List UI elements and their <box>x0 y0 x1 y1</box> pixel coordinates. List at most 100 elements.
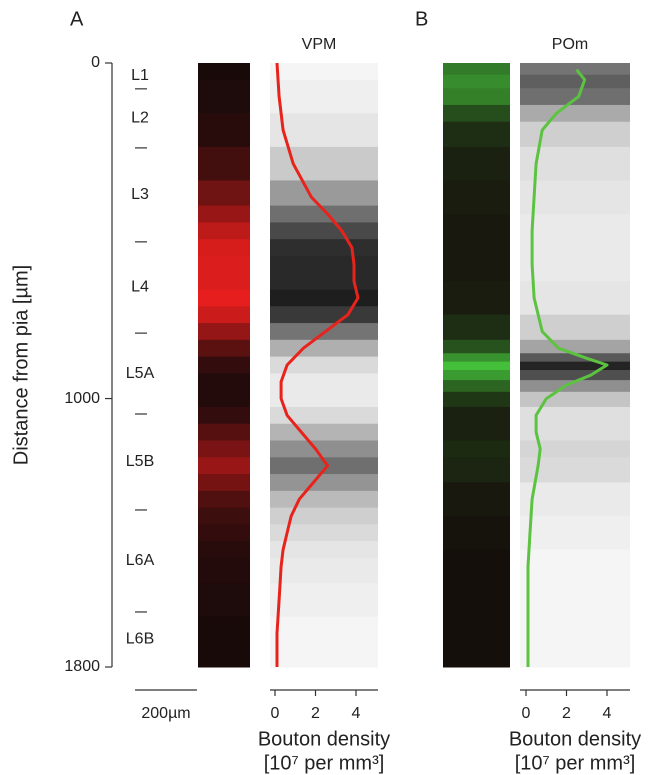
layer-label: L6A <box>126 552 155 569</box>
x-axis-label: Bouton density <box>258 728 390 750</box>
density-band <box>270 306 378 324</box>
layer-label: L1 <box>131 67 149 84</box>
y-tick-label: 1800 <box>64 658 100 675</box>
density-band <box>270 390 378 408</box>
density-band <box>270 406 378 425</box>
image-strip-band <box>198 289 250 307</box>
density-band <box>520 616 630 668</box>
image-strip-band <box>443 281 510 316</box>
image-strip-band <box>198 373 250 391</box>
density-band <box>520 339 630 354</box>
density-band <box>520 247 630 282</box>
density-band <box>520 314 630 341</box>
image-strip-band <box>198 205 250 223</box>
density-band <box>520 482 630 517</box>
x-axis-label: Bouton density <box>509 728 641 750</box>
image-strip-band <box>443 121 510 148</box>
density-band <box>270 146 378 181</box>
image-strip-band <box>198 390 250 408</box>
image-strip-band <box>443 516 510 551</box>
image-strip-band <box>443 616 510 668</box>
image-strip-band <box>443 549 510 618</box>
density-band <box>270 272 378 290</box>
density-band <box>520 214 630 249</box>
image-strip-band <box>198 524 250 542</box>
density-band <box>270 356 378 374</box>
density-band <box>520 104 630 123</box>
x-tick-label: 4 <box>352 705 361 722</box>
density-band <box>520 516 630 551</box>
image-strip-band <box>443 247 510 282</box>
image-strip-band <box>443 406 510 425</box>
image-strip-band <box>443 457 510 483</box>
image-strip-band <box>198 440 250 458</box>
density-band <box>520 88 630 106</box>
image-strip-band <box>198 541 250 559</box>
density-band <box>520 361 630 371</box>
image-strip-band <box>443 339 510 354</box>
x-tick-label: 4 <box>603 705 612 722</box>
density-band <box>520 406 630 425</box>
panel-title: POm <box>552 36 588 53</box>
density-band <box>520 370 630 381</box>
x-tick-label: 2 <box>311 705 320 722</box>
image-strip-band <box>198 255 250 274</box>
image-strip-band <box>198 474 250 492</box>
image-strip-band <box>198 306 250 324</box>
density-band <box>270 507 378 525</box>
layer-label: L6B <box>126 631 154 648</box>
image-strip-band <box>198 490 250 509</box>
image-strip-band <box>198 222 250 240</box>
image-strip-band <box>443 370 510 381</box>
image-strip-band <box>443 74 510 89</box>
x-tick-label: 0 <box>271 705 280 722</box>
density-band <box>520 380 630 393</box>
density-band <box>270 557 378 584</box>
image-strip-band <box>198 272 250 290</box>
layer-label: L5A <box>126 365 155 382</box>
image-strip-band <box>443 214 510 249</box>
density-band <box>270 650 378 668</box>
density-band <box>520 121 630 148</box>
image-strip-band <box>198 180 250 207</box>
image-strip-band <box>443 361 510 371</box>
density-band <box>270 524 378 542</box>
image-strip-band <box>198 63 250 81</box>
density-band <box>520 549 630 618</box>
panel-label: B <box>415 8 428 30</box>
density-band <box>270 222 378 240</box>
image-strip-band <box>443 380 510 393</box>
density-band <box>270 440 378 458</box>
density-band <box>520 423 630 441</box>
density-band <box>520 391 630 408</box>
image-strip-band <box>198 406 250 425</box>
image-strip-band <box>198 423 250 441</box>
density-band <box>270 423 378 441</box>
x-axis-unit: [10⁷ per mm³] <box>515 752 636 774</box>
image-strip-band <box>443 63 510 76</box>
density-band <box>270 490 378 509</box>
density-band <box>270 583 378 618</box>
density-band <box>270 373 378 391</box>
image-strip-band <box>198 557 250 584</box>
density-band <box>270 180 378 207</box>
panel-label: A <box>70 8 84 30</box>
density-band <box>520 63 630 76</box>
density-band <box>270 205 378 223</box>
y-axis-label: Distance from pia [µm] <box>10 265 32 465</box>
layer-label: L2 <box>131 110 149 127</box>
density-band <box>520 74 630 89</box>
density-band <box>270 255 378 274</box>
image-strip-band <box>443 104 510 123</box>
density-band <box>270 289 378 307</box>
density-band <box>270 63 378 81</box>
image-strip-band <box>443 146 510 181</box>
density-band <box>270 474 378 492</box>
x-tick-label: 0 <box>522 705 531 722</box>
image-strip-band <box>443 440 510 458</box>
image-strip-band <box>198 507 250 525</box>
layer-label: L3 <box>131 186 149 203</box>
panel-title: VPM <box>302 36 337 53</box>
density-band <box>270 541 378 559</box>
